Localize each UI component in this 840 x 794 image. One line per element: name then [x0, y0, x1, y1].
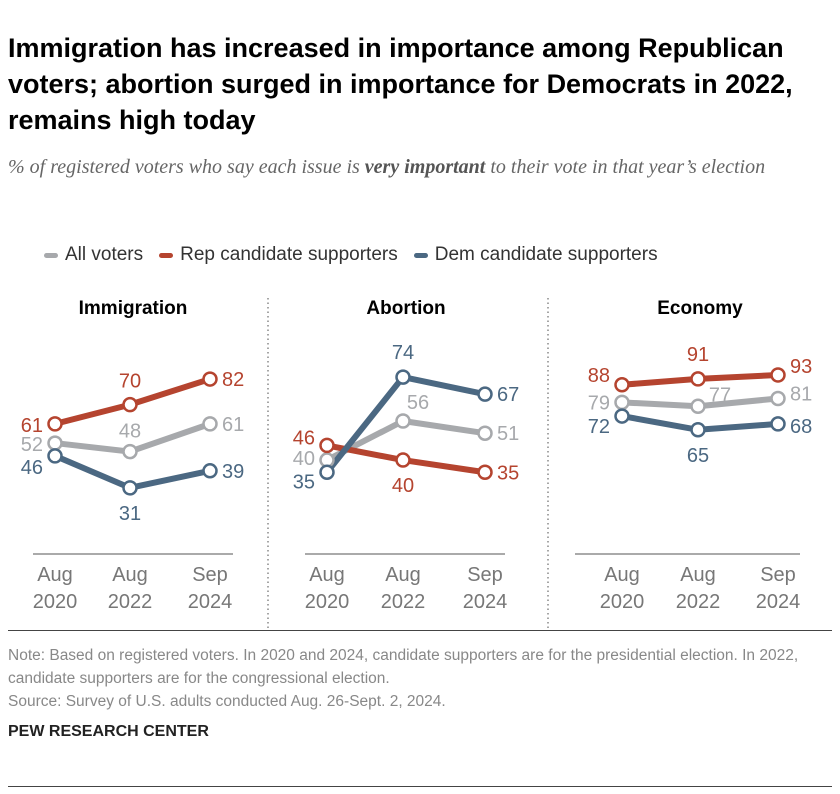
legend-item-all: All voters	[44, 244, 143, 266]
data-point	[770, 390, 786, 407]
data-point	[614, 408, 630, 424]
subtitle-text: % of registered voters who say each issu…	[8, 156, 365, 178]
panel-title: Immigration	[79, 298, 188, 319]
brand-logo-text: PEW RESEARCH CENTER	[8, 723, 209, 740]
data-point	[770, 367, 786, 383]
panel-title: Abortion	[366, 298, 445, 319]
data-point	[122, 480, 138, 496]
legend-label: Rep candidate supporters	[180, 244, 398, 265]
data-label: 82	[222, 369, 244, 391]
legend-item-dem: Dem candidate supporters	[413, 244, 658, 266]
chart-header: Immigration has increased in importance …	[8, 30, 832, 182]
footer: Note: Based on registered voters. In 202…	[8, 644, 832, 741]
legend-label: All voters	[65, 244, 144, 265]
x-tick-label: Aug	[309, 564, 345, 586]
data-point	[690, 371, 706, 387]
data-label: 48	[119, 421, 141, 443]
x-tick-label: 2024	[756, 591, 801, 613]
data-point	[690, 422, 706, 438]
data-point	[202, 463, 218, 479]
data-label: 46	[293, 427, 315, 449]
chart-subtitle: % of registered voters who say each issu…	[8, 152, 832, 182]
x-tick-label: 2020	[600, 591, 645, 613]
data-point	[614, 377, 630, 393]
divider	[8, 786, 832, 787]
x-tick-label: Sep	[467, 564, 503, 586]
data-point	[47, 416, 63, 432]
data-point	[202, 371, 218, 387]
data-point	[395, 413, 411, 429]
x-tick-label: Aug	[112, 564, 148, 586]
data-point	[395, 452, 411, 468]
subtitle-text: to their vote in that year’s election	[485, 156, 766, 178]
data-label: 91	[687, 344, 709, 366]
x-tick-label: Sep	[192, 564, 228, 586]
data-label: 74	[392, 342, 414, 364]
legend-swatch	[413, 252, 428, 258]
data-label: 61	[21, 415, 43, 437]
data-point	[122, 443, 138, 460]
data-label: 40	[293, 448, 315, 470]
data-point	[477, 464, 493, 481]
panel-title: Economy	[657, 298, 743, 319]
source-text: Source: Survey of U.S. adults conducted …	[8, 693, 446, 710]
x-tick-label: 2022	[108, 591, 153, 613]
data-point	[395, 369, 411, 385]
data-label: 67	[497, 384, 519, 406]
data-point	[202, 416, 218, 432]
legend: All voters Rep candidate supporters Dem …	[44, 244, 674, 266]
data-point	[614, 394, 630, 411]
x-tick-label: 2024	[188, 591, 233, 613]
chart-title: Immigration has increased in importance …	[8, 33, 793, 135]
x-tick-label: Aug	[604, 564, 640, 586]
x-tick-label: 2022	[676, 591, 721, 613]
data-point	[770, 416, 786, 432]
data-point	[319, 437, 335, 454]
x-tick-label: Aug	[37, 564, 73, 586]
data-label: 40	[392, 475, 414, 497]
data-point	[47, 448, 63, 464]
data-point	[47, 435, 63, 451]
data-label: 46	[21, 457, 43, 479]
legend-label: Dem candidate supporters	[434, 244, 658, 265]
legend-item-rep: Rep candidate supporters	[159, 244, 398, 266]
x-tick-label: Aug	[680, 564, 716, 586]
data-label: 93	[790, 356, 812, 378]
data-point	[319, 464, 335, 481]
data-label: 35	[497, 462, 519, 484]
data-label: 88	[588, 365, 610, 387]
data-label: 39	[222, 461, 244, 483]
data-point	[477, 425, 493, 441]
x-tick-label: 2022	[381, 591, 426, 613]
data-point	[122, 396, 138, 413]
data-point	[477, 386, 493, 402]
data-label: 56	[407, 392, 429, 414]
divider	[8, 630, 832, 631]
data-label: 70	[119, 371, 141, 393]
data-label: 35	[293, 471, 315, 493]
x-tick-label: 2020	[305, 591, 350, 613]
data-label: 61	[222, 414, 244, 436]
x-tick-label: Sep	[760, 564, 796, 586]
x-tick-label: 2024	[463, 591, 508, 613]
legend-swatch	[159, 252, 174, 258]
data-label: 77	[709, 384, 731, 406]
data-label: 31	[119, 503, 141, 525]
data-label: 51	[497, 423, 519, 445]
data-label: 52	[21, 434, 43, 456]
data-label: 65	[687, 445, 709, 467]
x-tick-label: 2020	[33, 591, 78, 613]
subtitle-emphasis: very important	[364, 156, 486, 178]
data-label: 72	[588, 416, 610, 438]
legend-swatch	[44, 252, 58, 258]
data-point	[690, 398, 706, 415]
x-tick-label: Aug	[385, 564, 421, 586]
footnote: Note: Based on registered voters. In 202…	[8, 644, 832, 713]
note-text: Note: Based on registered voters. In 202…	[8, 647, 799, 687]
data-label: 81	[790, 383, 812, 405]
data-label: 79	[588, 392, 610, 414]
data-label: 68	[790, 416, 812, 438]
